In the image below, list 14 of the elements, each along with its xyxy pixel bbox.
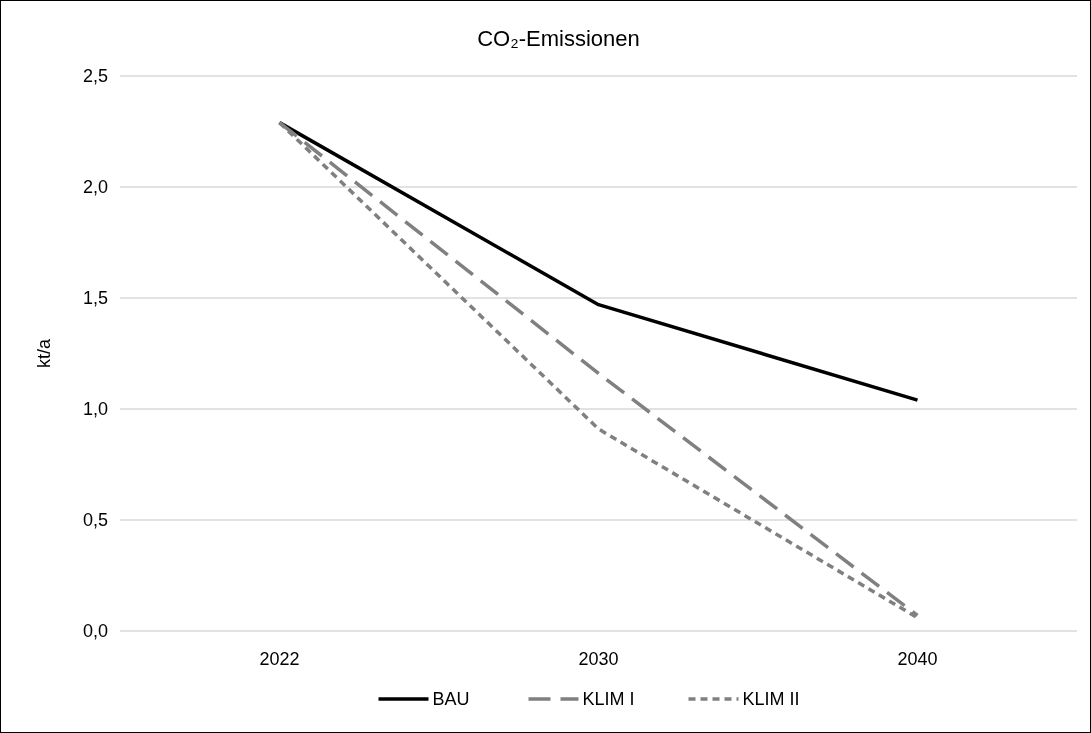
legend-label: KLIM I [582, 689, 635, 710]
y-tick-label: 0,5 [82, 510, 108, 531]
x-tick-label: 2030 [578, 649, 619, 669]
y-tick-label: 1,5 [82, 288, 108, 309]
y-tick-label: 2,0 [82, 177, 108, 198]
legend-label: BAU [432, 689, 470, 710]
y-tick-label: 2,5 [82, 66, 108, 87]
y-tick-label: 1,0 [82, 399, 108, 420]
x-tick-label: 2040 [897, 649, 938, 669]
y-axis-title: kt/a [34, 338, 54, 369]
y-tick-label: 0,0 [82, 621, 108, 642]
chart-title: CO₂-Emissionen [477, 26, 640, 51]
x-tick-label: 2022 [259, 649, 300, 669]
legend-label: KLIM II [742, 689, 800, 710]
